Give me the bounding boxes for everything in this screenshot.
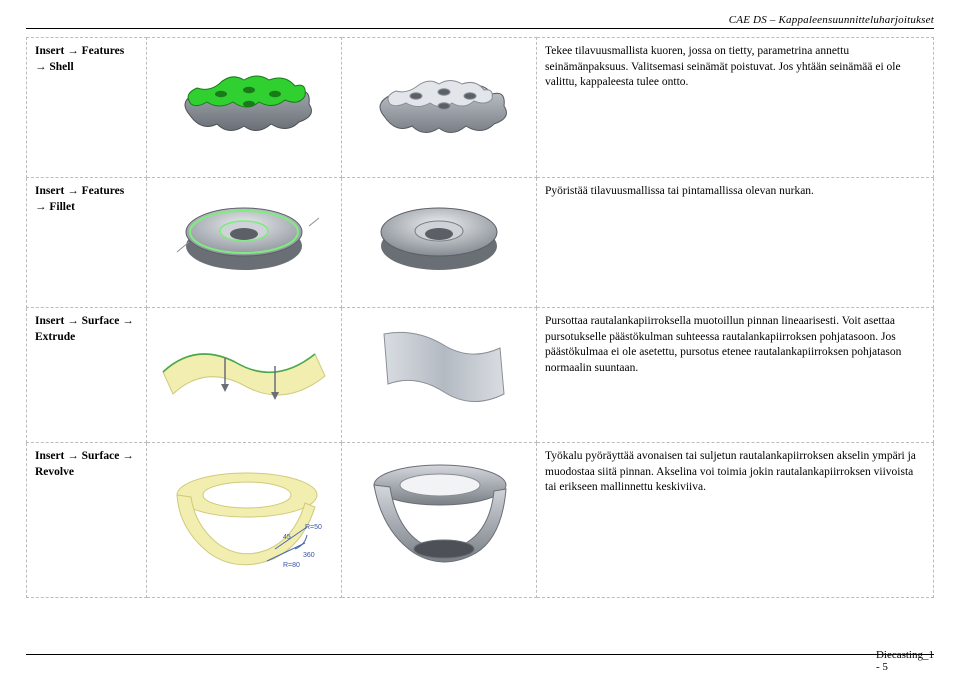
extrude-yellow-icon bbox=[155, 314, 335, 419]
page-header: CAE DS – Kappaleensuunnitteluharjoitukse… bbox=[26, 14, 934, 29]
description-cell: Tekee tilavuusmallista kuoren, jossa on … bbox=[537, 38, 934, 178]
description-cell: Työkalu pyöräyttää avonaisen tai suljetu… bbox=[537, 443, 934, 598]
shell-gray-icon bbox=[354, 44, 524, 154]
command-path: Insert → Surface → Revolve bbox=[27, 443, 147, 598]
page: CAE DS – Kappaleensuunnitteluharjoitukse… bbox=[0, 0, 960, 685]
command-path: Insert → Surface → Extrude bbox=[27, 308, 147, 443]
footer-rule bbox=[26, 654, 934, 655]
illustration-after bbox=[342, 38, 537, 178]
table-row: Insert → Surface → Extrude Pursottaa rau… bbox=[27, 308, 934, 443]
revolve-gray-icon bbox=[352, 449, 527, 579]
illustration-after bbox=[342, 178, 537, 308]
table-row: Insert → Features → Shell Tekee tilavuus… bbox=[27, 38, 934, 178]
fillet-green-icon bbox=[159, 184, 329, 284]
command-path: Insert → Features → Shell bbox=[27, 38, 147, 178]
svg-text:45: 45 bbox=[283, 534, 291, 541]
illustration-before bbox=[147, 308, 342, 443]
svg-text:R=50: R=50 bbox=[305, 524, 322, 531]
svg-text:R=80: R=80 bbox=[283, 562, 300, 569]
illustration-after bbox=[342, 308, 537, 443]
illustration-after bbox=[342, 443, 537, 598]
svg-text:360: 360 bbox=[303, 552, 315, 559]
description-cell: Pyöristää tilavuusmallissa tai pintamall… bbox=[537, 178, 934, 308]
extrude-gray-icon bbox=[354, 314, 524, 419]
revolve-yellow-icon: 45 R=50 R=80 360 bbox=[155, 449, 340, 584]
illustration-before: 45 R=50 R=80 360 bbox=[147, 443, 342, 598]
description-cell: Pursottaa rautalankapiirroksella muotoil… bbox=[537, 308, 934, 443]
illustration-before bbox=[147, 38, 342, 178]
table-row: Insert → Surface → Revolve 45 R=50 R=80 … bbox=[27, 443, 934, 598]
feature-table: Insert → Features → Shell Tekee tilavuus… bbox=[26, 37, 934, 598]
shell-green-icon bbox=[159, 44, 329, 154]
illustration-before bbox=[147, 178, 342, 308]
footer-text: Diecasting_1 - 5 bbox=[876, 649, 934, 673]
command-path: Insert → Features → Fillet bbox=[27, 178, 147, 308]
fillet-gray-icon bbox=[354, 184, 524, 284]
table-row: Insert → Features → Fillet Pyöristää til… bbox=[27, 178, 934, 308]
